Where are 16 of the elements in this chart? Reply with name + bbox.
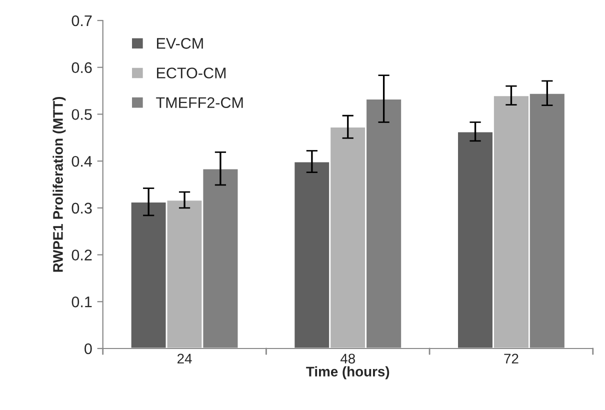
x-axis-title: Time (hours) — [306, 366, 390, 380]
y-tick-label: 0.4 — [72, 156, 92, 167]
x-tick-label: 72 — [504, 354, 518, 364]
y-tick-label: 0 — [84, 343, 92, 354]
x-tick-label: 48 — [340, 354, 355, 364]
y-tick-label: 0.7 — [72, 15, 92, 26]
legend-label: ECTO-CM — [157, 68, 226, 78]
y-axis-title: RWPE1 Proliferation (MTT) — [52, 96, 66, 272]
legend-label: TMEFF2-CM — [156, 97, 243, 108]
y-tick-label: 0.3 — [72, 202, 92, 214]
y-tick-label: 0.5 — [72, 109, 92, 120]
y-tick-label: 0.2 — [72, 250, 92, 260]
y-tick-label: 0.1 — [72, 296, 92, 308]
legend-label: EV-CM — [157, 38, 203, 49]
x-tick-label: 24 — [178, 354, 192, 364]
y-tick-label: 0.6 — [72, 62, 92, 74]
